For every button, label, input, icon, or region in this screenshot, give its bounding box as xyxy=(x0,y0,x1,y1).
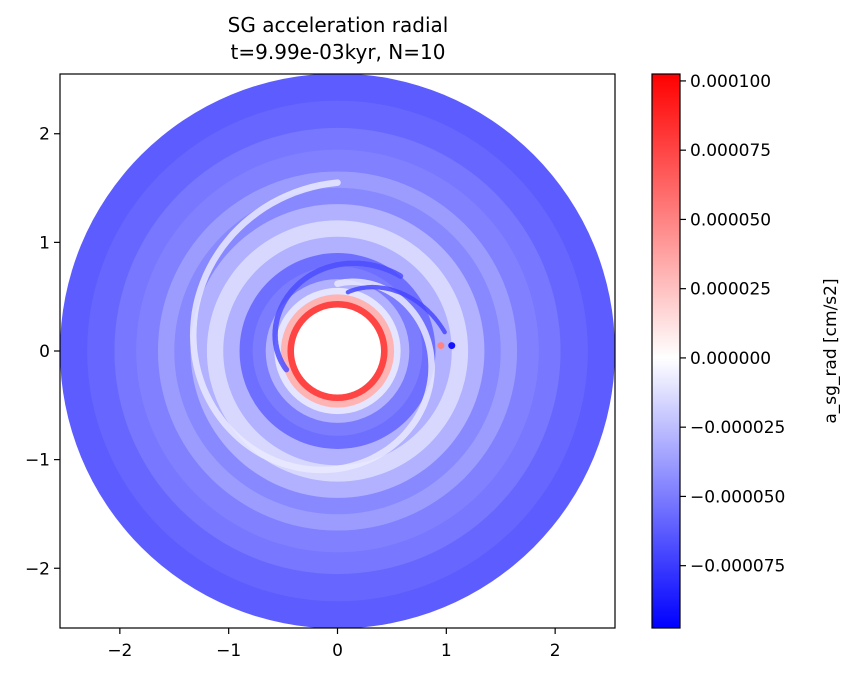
colorbar-tick-label: 0.000025 xyxy=(690,280,771,300)
x-axis: −2 −1 0 1 2 xyxy=(107,628,561,661)
colorbar-tick-label: 0.000100 xyxy=(690,72,771,92)
y-tick-label: 0 xyxy=(39,342,50,362)
x-tick-label: 0 xyxy=(332,641,343,661)
colorbar-gradient xyxy=(652,74,680,628)
colorbar-tick-label: −0.000050 xyxy=(690,487,785,507)
chart-title-line2: t=9.99e-03kyr, N=10 xyxy=(231,40,446,64)
colorbar-label: a_sg_rad [cm/s2] xyxy=(821,278,841,423)
colorbar-ticks: −0.000075 −0.000050 −0.000025 0.000000 0.000… xyxy=(680,72,785,577)
y-axis: −2 −1 0 1 2 xyxy=(25,125,60,579)
x-tick-label: −1 xyxy=(216,641,241,661)
inner-hole xyxy=(293,307,382,395)
x-tick-label: 2 xyxy=(550,641,561,661)
y-tick-label: −1 xyxy=(25,451,50,471)
colorbar-frame xyxy=(651,73,681,629)
spiral-arm xyxy=(189,179,435,474)
planet-feature xyxy=(448,342,456,350)
colorbar-tick-label: −0.000075 xyxy=(690,557,785,577)
colorbar-tick-label: 0.000000 xyxy=(690,349,771,369)
y-tick-label: 1 xyxy=(39,233,50,253)
x-tick-label: 1 xyxy=(441,641,452,661)
chart-title-line1: SG acceleration radial xyxy=(228,13,449,37)
heatmap-plot-area xyxy=(60,74,615,628)
x-tick-label: −2 xyxy=(107,641,132,661)
y-tick-label: −2 xyxy=(25,559,50,579)
colorbar-tick-label: 0.000050 xyxy=(690,210,771,230)
y-tick-label: 2 xyxy=(39,125,50,145)
planet-feature xyxy=(437,342,445,350)
colorbar-tick-label: −0.000025 xyxy=(690,418,785,438)
spiral-arm xyxy=(345,284,447,335)
colorbar-tick-label: 0.000075 xyxy=(690,141,771,161)
spiral-arm xyxy=(272,260,404,373)
